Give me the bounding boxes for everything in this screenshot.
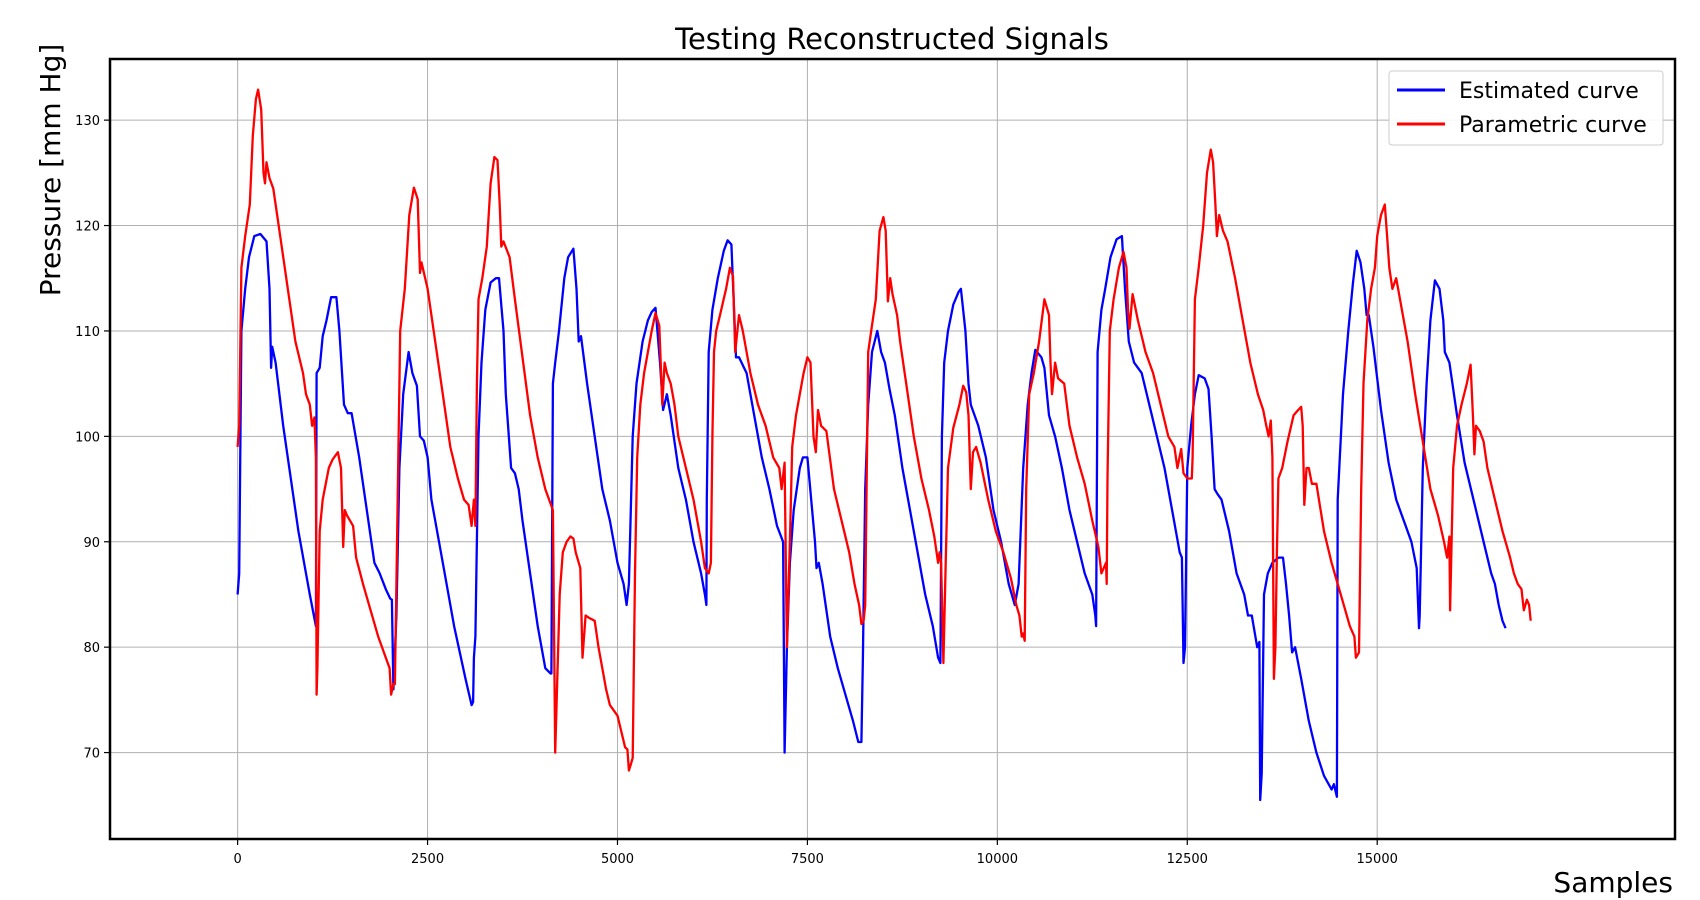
x-tick-label: 2500 xyxy=(411,852,444,867)
x-axis-ticks: 0 2500 5000 7500 10000 12500 15000 xyxy=(233,839,1398,867)
chart-title: Testing Reconstructed Signals xyxy=(674,22,1109,56)
legend-box xyxy=(1388,70,1664,146)
legend: Estimated curve Parametric curve xyxy=(1388,70,1664,146)
x-tick-label: 5000 xyxy=(601,852,634,867)
x-tick-label: 12500 xyxy=(1167,852,1208,867)
x-tick-label: 10000 xyxy=(977,852,1018,867)
y-tick-label: 110 xyxy=(75,325,100,340)
y-tick-label: 70 xyxy=(83,747,100,762)
y-tick-label: 120 xyxy=(75,220,100,235)
legend-label-parametric: Parametric curve xyxy=(1459,113,1647,138)
plot-frame xyxy=(108,57,1677,841)
y-tick-label: 80 xyxy=(83,641,100,656)
y-axis-ticks: 70 80 90 100 110 120 130 xyxy=(75,114,110,762)
y-axis-label: Pressure [mm Hg] xyxy=(34,44,67,297)
y-tick-label: 130 xyxy=(75,114,100,129)
legend-label-estimated: Estimated curve xyxy=(1459,79,1639,104)
x-axis-label: Samples xyxy=(1553,866,1673,899)
y-tick-label: 90 xyxy=(83,536,100,551)
x-tick-label: 15000 xyxy=(1357,852,1398,867)
series-line-estimated xyxy=(236,232,1507,802)
grid xyxy=(110,59,1675,839)
series-line-parametric xyxy=(236,88,1532,772)
series-lines xyxy=(236,88,1532,802)
x-tick-label: 0 xyxy=(233,852,241,867)
y-tick-label: 100 xyxy=(75,430,100,445)
x-tick-label: 7500 xyxy=(791,852,824,867)
